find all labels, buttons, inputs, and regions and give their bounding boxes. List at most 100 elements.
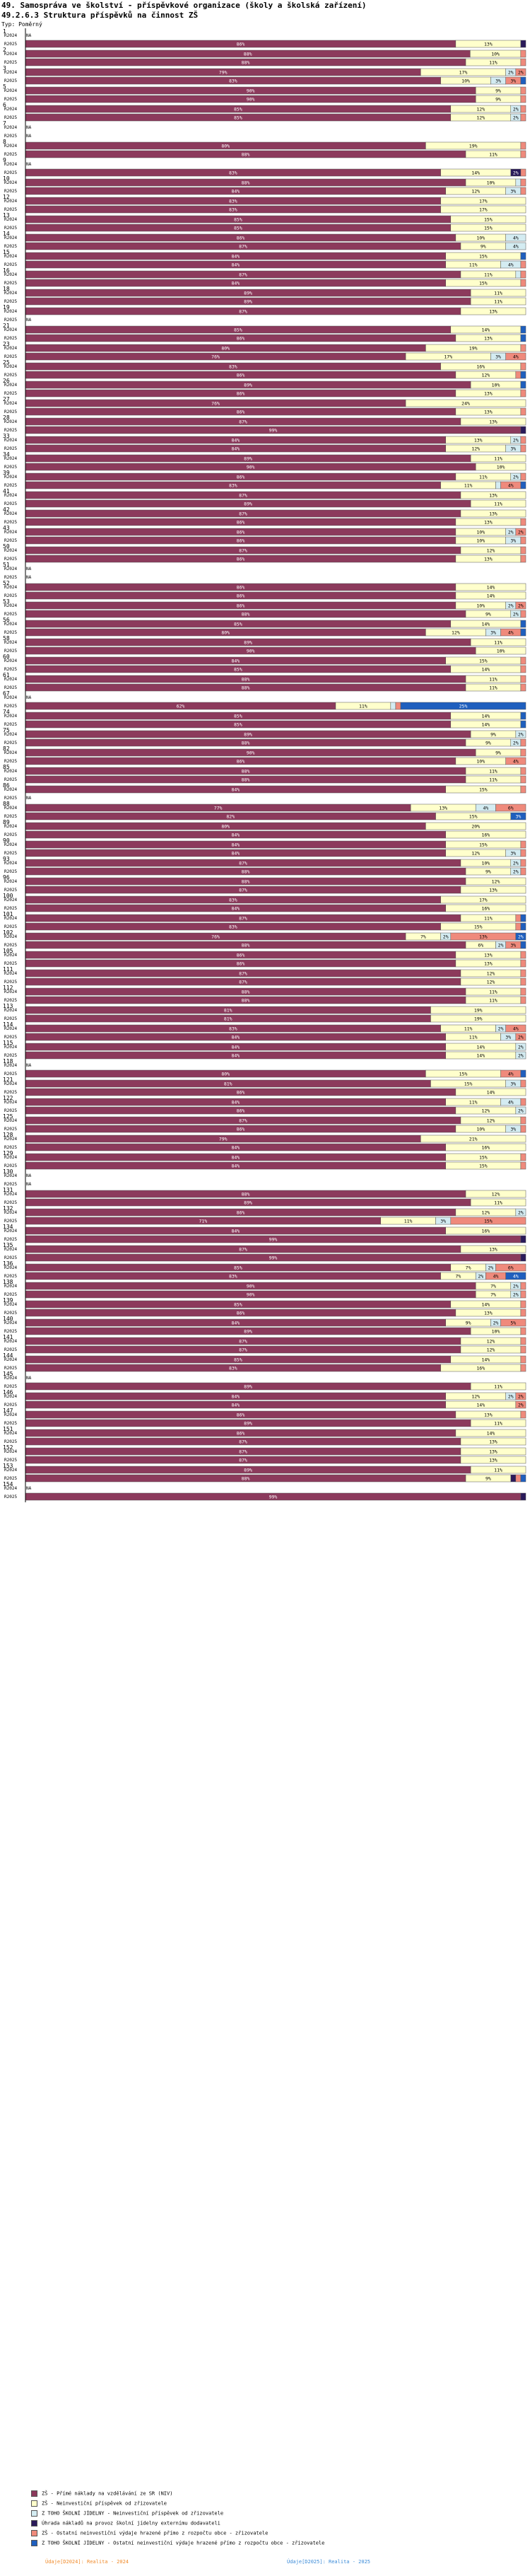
data-label: 81% (224, 1008, 232, 1014)
group-label: 85 (3, 764, 10, 770)
data-label: 2% (493, 1321, 499, 1326)
bar-segment (515, 932, 526, 941)
data-label: 2% (498, 943, 504, 948)
bar-segment (520, 546, 526, 555)
data-label: 11% (494, 456, 502, 462)
data-label: 6% (508, 1265, 514, 1271)
data-label: 88% (242, 998, 250, 1004)
data-label: 16% (481, 832, 490, 838)
data-label: 2% (508, 1394, 514, 1400)
data-label: 10% (497, 465, 505, 470)
data-label: 2% (508, 603, 514, 609)
data-label: 90% (247, 649, 255, 654)
bar-segment (460, 307, 526, 315)
data-label: 9% (485, 741, 491, 746)
bar-segment (520, 536, 526, 545)
year-label: R2025 (4, 1127, 17, 1132)
year-label: R2024 (4, 585, 17, 590)
year-label: R2025 (4, 649, 17, 654)
na-label: NA (26, 1376, 32, 1381)
bar-segment (520, 187, 526, 195)
bar-segment (520, 969, 526, 977)
bar-segment (520, 76, 526, 85)
year-label: R2025 (4, 1219, 17, 1224)
data-label: 3% (510, 851, 516, 857)
group-label: 28 (3, 414, 10, 421)
data-label: 88% (242, 612, 250, 617)
data-label: 99% (269, 1495, 278, 1500)
year-label: R2025 (4, 538, 17, 543)
bar-segment (450, 224, 526, 232)
bar-segment (520, 610, 526, 618)
data-label: 19% (474, 1016, 483, 1022)
data-label: 84% (231, 438, 240, 443)
data-label: 7% (466, 1265, 471, 1271)
data-label: 13% (489, 1247, 497, 1253)
year-label: R2024 (4, 824, 17, 829)
group-label: 33 (3, 433, 10, 439)
bar-segment (520, 381, 526, 389)
data-label: 79% (219, 1137, 228, 1142)
bar-segment (395, 702, 401, 710)
bar-segment (470, 289, 526, 297)
data-label: 84% (231, 658, 240, 664)
data-label: 2% (518, 1403, 524, 1408)
group-label: 138 (3, 1279, 13, 1285)
data-label: 62% (177, 704, 185, 709)
data-label: 87% (239, 244, 247, 250)
bar-segment (520, 1300, 526, 1309)
bar-segment (520, 977, 526, 986)
bar-segment (515, 68, 526, 76)
data-label: 17% (459, 70, 468, 76)
year-label: R2024 (4, 1118, 17, 1123)
year-label: R2024 (4, 217, 17, 222)
year-label: R2024 (4, 419, 17, 424)
data-label: 86% (237, 236, 245, 241)
data-label: 12% (481, 1210, 490, 1216)
year-label: R2024 (4, 1449, 17, 1454)
data-label: 4% (508, 1072, 514, 1077)
bar-segment (450, 1217, 526, 1225)
year-label: R2025 (4, 814, 17, 819)
bar-segment (505, 242, 526, 250)
group-label: 89 (3, 819, 10, 825)
bar-segment (520, 1355, 526, 1364)
data-label: 83% (229, 483, 237, 489)
year-label: R2024 (4, 1210, 17, 1215)
data-label: 13% (489, 419, 497, 425)
data-label: 88% (242, 180, 250, 186)
data-label: 80% (221, 144, 230, 149)
data-label: 88% (242, 990, 250, 995)
data-label: 2% (513, 1292, 519, 1298)
year-label: R2025 (4, 42, 17, 47)
group-label: 82 (3, 745, 10, 752)
year-label: R2024 (4, 934, 17, 939)
data-label: 13% (489, 511, 497, 517)
year-label: R2025 (4, 1237, 17, 1242)
year-label: R2025 (4, 851, 17, 856)
data-label: 90% (247, 465, 255, 470)
bar-segment (515, 1474, 522, 1483)
data-label: 89% (244, 299, 252, 305)
data-label: 2% (518, 1394, 524, 1400)
group-label: 105 (3, 948, 13, 954)
data-label: 88% (242, 1476, 250, 1482)
data-label: 4% (508, 630, 514, 636)
data-label: 90% (247, 750, 255, 756)
data-label: 14% (476, 1053, 485, 1059)
data-label: 11% (489, 60, 497, 66)
bar-segment (515, 1106, 526, 1115)
data-label: 6% (508, 806, 514, 811)
data-label: 13% (489, 888, 497, 893)
bar-segment (515, 601, 526, 610)
data-label: 13% (489, 1449, 497, 1455)
group-label: 27 (3, 396, 10, 402)
data-label: 9% (485, 869, 491, 875)
year-label: R2024 (4, 1265, 17, 1270)
legend-label: ZŠ - Přímé náklady na vzdělávání ze SR (… (42, 2490, 173, 2497)
bar-segment (390, 702, 396, 710)
data-label: 86% (237, 1108, 245, 1114)
data-label: 16% (476, 364, 485, 370)
data-label: 4% (483, 806, 488, 811)
group-label: 18 (3, 286, 10, 292)
